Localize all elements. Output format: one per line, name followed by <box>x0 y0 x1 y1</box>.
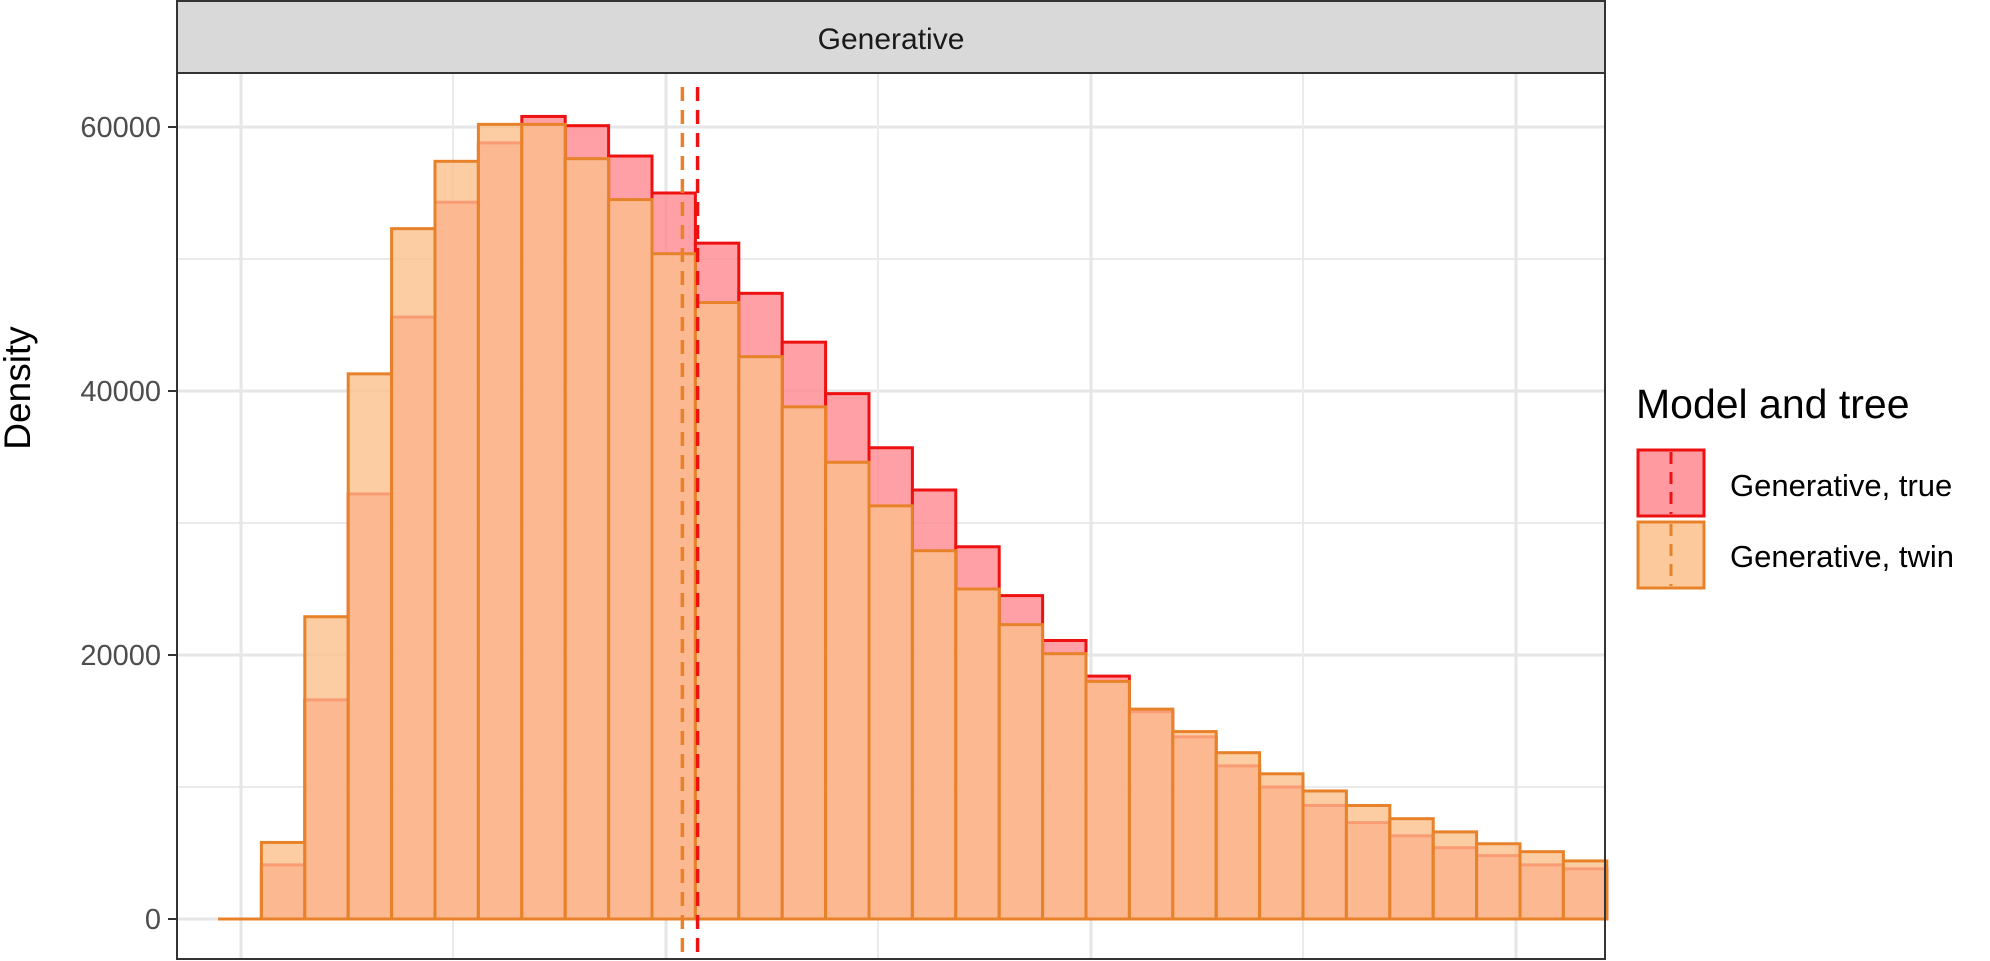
histogram-bar <box>1344 803 1392 921</box>
histogram-bar <box>1518 850 1565 921</box>
y-tick-label: 60000 <box>80 112 161 144</box>
legend-entry-twin: Generative, twin <box>1636 520 1954 590</box>
y-axis: 0 20000 40000 60000 <box>80 112 177 936</box>
histogram-bar <box>520 122 567 921</box>
legend-title: Model and tree <box>1636 381 1910 427</box>
plot-panel-border <box>176 72 1606 960</box>
histogram-bar <box>259 840 307 921</box>
histogram-bar <box>433 159 480 921</box>
histogram-bar <box>390 227 437 921</box>
series-generative-twin <box>218 122 1609 921</box>
histogram-bar <box>1475 842 1522 921</box>
histogram-bar <box>780 405 828 921</box>
histogram-bar <box>1041 652 1088 921</box>
histogram-bar <box>824 460 871 921</box>
histogram-bar <box>737 355 784 921</box>
legend: Model and tree Generative, true Generati… <box>1636 381 1954 590</box>
histogram-bar <box>563 157 611 921</box>
y-tick-label: 20000 <box>80 640 161 672</box>
facet-strip <box>176 0 1606 74</box>
histogram-bar <box>1301 789 1348 921</box>
histogram-bar <box>1171 730 1218 921</box>
legend-label-true: Generative, true <box>1730 468 1952 503</box>
histogram-bar <box>1127 707 1175 921</box>
histogram-bar <box>607 198 654 921</box>
histogram-bar <box>476 122 524 921</box>
histogram-bar <box>1084 679 1131 921</box>
histogram-bar <box>997 623 1045 921</box>
histogram-bar <box>954 587 1001 921</box>
histogram-bar <box>910 549 958 921</box>
y-tick-label: 0 <box>145 904 161 936</box>
histogram-bar <box>867 504 914 921</box>
histogram-bar <box>303 615 350 921</box>
histogram-bar <box>693 301 741 921</box>
histogram-bar <box>1214 751 1262 921</box>
y-tick-label: 40000 <box>80 376 161 408</box>
y-axis-title: Density <box>0 326 38 450</box>
legend-entry-true: Generative, true <box>1636 448 1952 518</box>
histogram-bar <box>1388 817 1435 921</box>
histogram-bar <box>1258 772 1305 921</box>
histogram-bar <box>346 372 394 921</box>
histogram-bar <box>1561 859 1609 921</box>
histogram-bar <box>1431 830 1479 921</box>
mean-lines <box>680 87 700 959</box>
histogram-bar <box>650 252 697 921</box>
legend-label-twin: Generative, twin <box>1730 539 1954 574</box>
facet-strip-label: Generative <box>818 23 965 56</box>
